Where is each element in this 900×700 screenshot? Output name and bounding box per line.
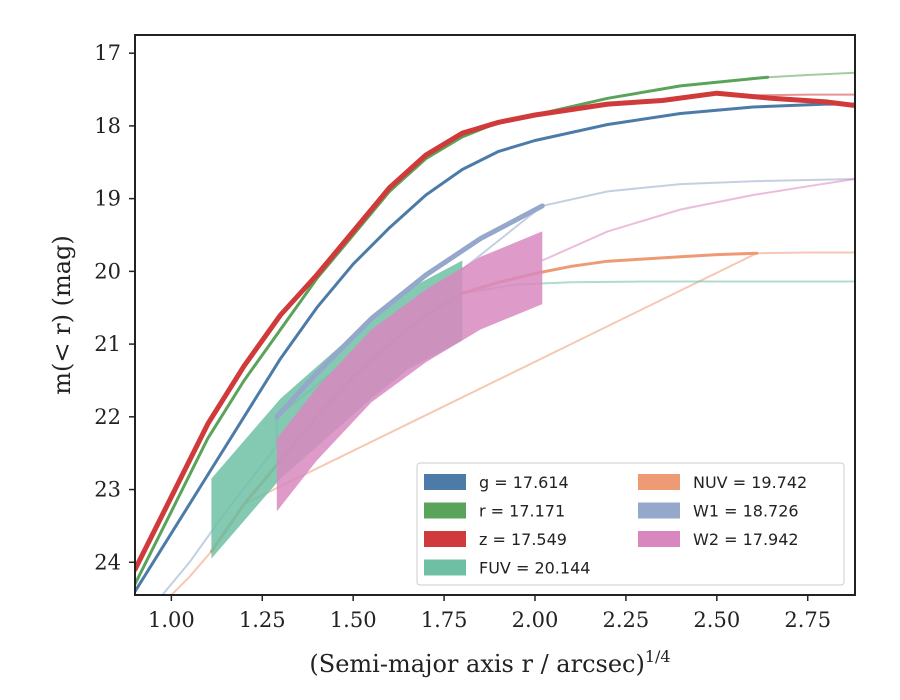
y-tick-label: 23 (94, 478, 121, 502)
y-axis-label: m(< r) (mag) (48, 235, 76, 394)
legend-swatch-nuv (638, 474, 680, 490)
legend-swatch-w2 (638, 531, 680, 547)
x-tick-label: 2.50 (693, 608, 740, 632)
legend-label-nuv: NUV = 19.742 (693, 473, 807, 492)
x-axis-label-exponent: 1/4 (645, 647, 671, 666)
y-tick-label: 17 (94, 41, 121, 65)
x-tick-label: 2.25 (603, 608, 650, 632)
y-tick-label: 21 (94, 332, 121, 356)
series-layer (135, 71, 855, 595)
x-tick-label: 2.75 (784, 608, 831, 632)
legend-box (416, 462, 845, 586)
x-axis-label-text: (Semi-major axis r / arcsec) (309, 650, 644, 678)
series-w2-band (276, 231, 543, 512)
x-tick-label: 1.50 (330, 608, 377, 632)
series-g-line (135, 102, 855, 593)
x-tick-label: 1.75 (421, 608, 468, 632)
series-w1-line (274, 203, 545, 420)
legend-label-z: z = 17.549 (479, 530, 567, 549)
series-z-extrapolation (753, 93, 855, 97)
y-tick-label: 24 (94, 550, 121, 574)
legend-swatch-fuv (424, 559, 466, 576)
y-tick-label: 22 (94, 405, 121, 429)
legend-swatch-r (424, 502, 466, 519)
legend-label-g: g = 17.614 (479, 473, 569, 492)
series-r-extrapolation (767, 71, 855, 79)
legend-label-w2: W2 = 17.942 (693, 530, 799, 549)
legend-swatch-z (424, 531, 466, 547)
y-tick-label: 19 (94, 187, 121, 211)
legend: g = 17.614 NUV = 19.742 r = 17.171 W1 = 18.… (416, 462, 845, 586)
x-tick-label: 1.00 (148, 608, 195, 632)
x-axis-label: (Semi-major axis r / arcsec)1/4 (309, 647, 670, 678)
y-axis: 17 18 19 20 21 22 23 24 (94, 41, 135, 574)
series-z-line (135, 90, 855, 572)
legend-label-w1: W1 = 18.726 (693, 502, 799, 521)
x-tick-label: 2.00 (512, 608, 559, 632)
legend-label-r: r = 17.171 (479, 502, 565, 521)
x-axis: 1.00 1.25 1.50 1.75 2.00 2.25 2.50 2.75 (148, 595, 831, 632)
y-tick-label: 18 (94, 114, 121, 138)
legend-label-fuv: FUV = 20.144 (479, 559, 590, 578)
legend-swatch-w1 (638, 502, 680, 519)
y-tick-label: 20 (94, 259, 121, 283)
plot-frame (134, 34, 856, 596)
legend-swatch-g (424, 474, 466, 490)
x-tick-label: 1.25 (239, 608, 286, 632)
series-w2-extrapolation (541, 178, 855, 262)
